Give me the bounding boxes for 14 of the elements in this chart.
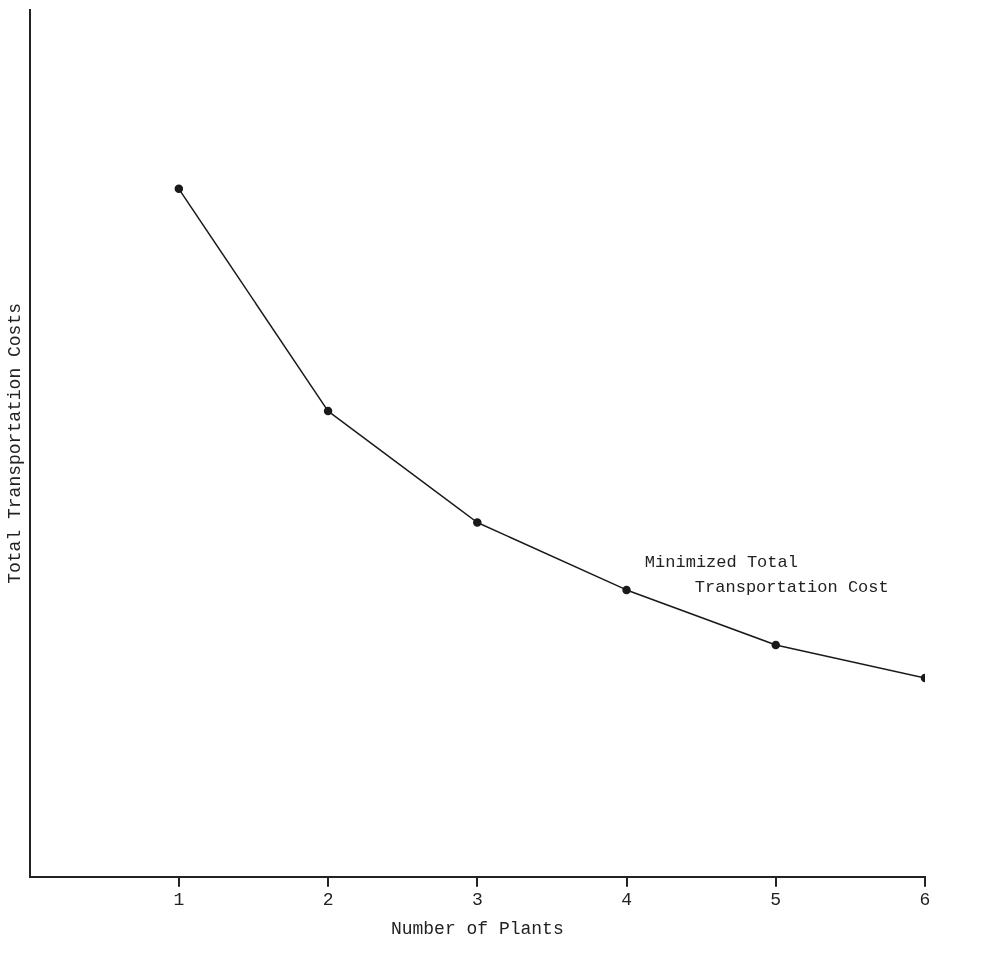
x-tick-label: 3 <box>471 890 483 911</box>
point <box>174 184 184 194</box>
point <box>323 406 333 416</box>
x-tick-label: 1 <box>173 890 185 911</box>
x-tick-label: 4 <box>621 890 632 911</box>
point <box>473 518 482 527</box>
x-axis-title: Number of Plants <box>390 918 564 939</box>
point <box>622 585 631 595</box>
x-tick-label: 5 <box>770 890 782 911</box>
y-axis-title: Total Transportation Costs <box>4 302 25 584</box>
annotation: Minimized Total Transportation Cost <box>644 553 889 598</box>
point <box>771 640 781 650</box>
x-tick-label: 6 <box>919 890 931 911</box>
x-tick-label: 2 <box>322 890 334 911</box>
